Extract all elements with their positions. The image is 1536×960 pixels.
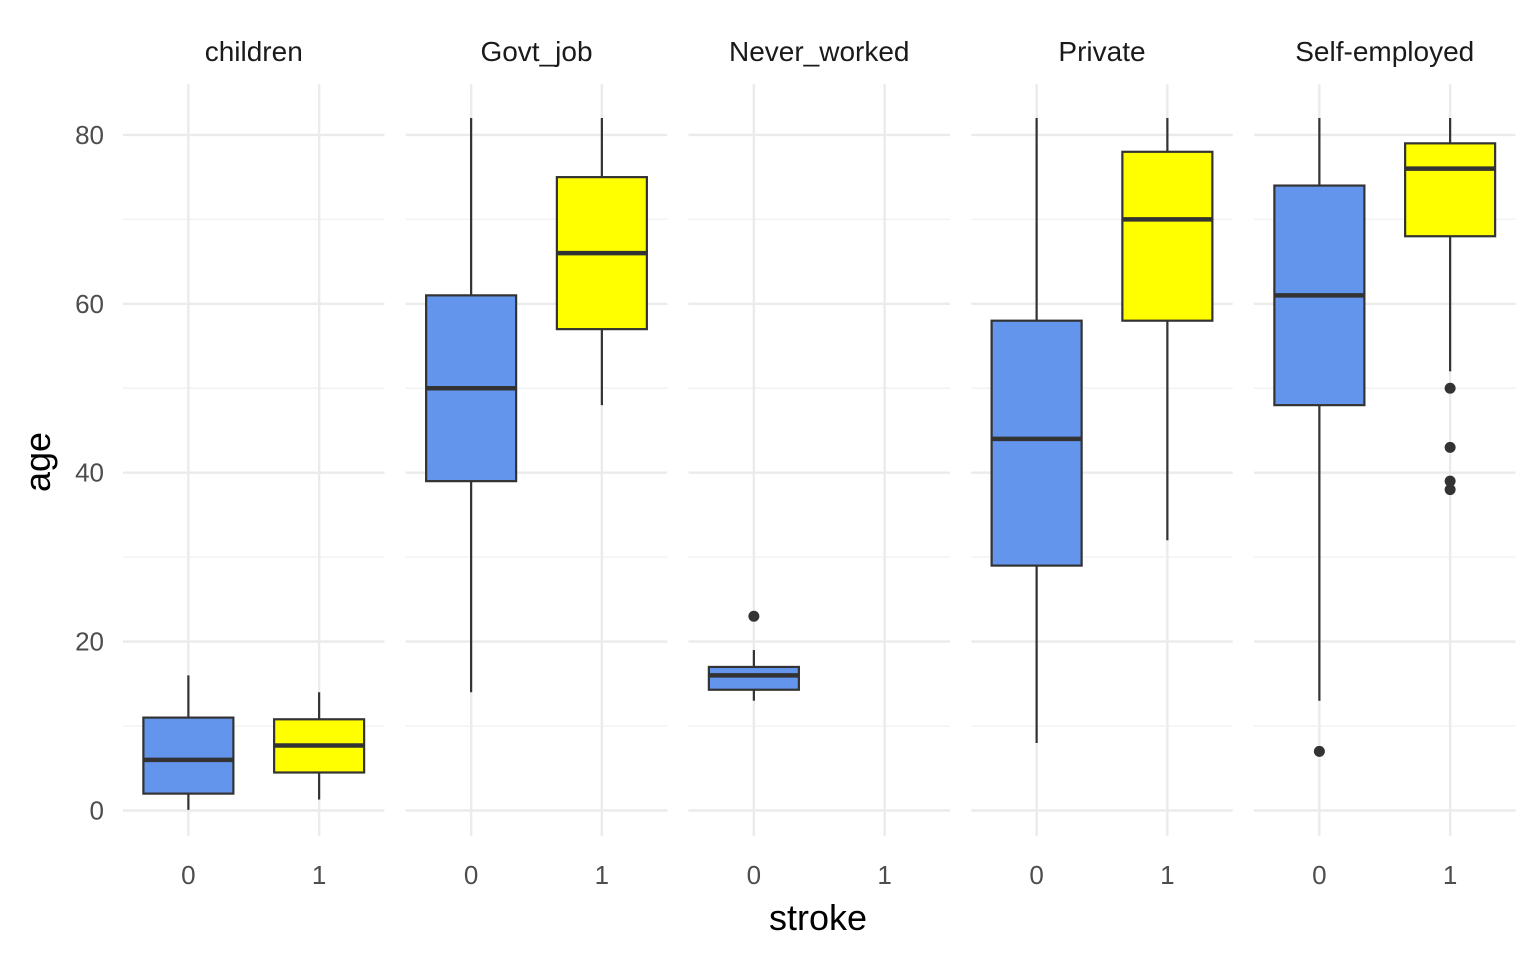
box-Private-stroke-1	[1121, 118, 1214, 541]
x-tick-label: 1	[312, 860, 326, 890]
x-tick-label: 0	[1312, 860, 1326, 890]
facet-title: Govt_job	[480, 36, 592, 67]
grid-layer	[123, 84, 1516, 836]
x-tick-label: 1	[1160, 860, 1174, 890]
x-tick-label: 1	[877, 860, 891, 890]
y-tick-label: 0	[90, 796, 104, 826]
outlier-point	[748, 610, 760, 622]
x-tick-label: 1	[1443, 860, 1457, 890]
box-Private-stroke-0	[990, 118, 1083, 743]
box-layer	[142, 118, 1497, 810]
outlier-point	[1444, 484, 1456, 496]
box-body	[990, 319, 1083, 567]
box-body	[142, 716, 235, 795]
facet-title: Never_worked	[729, 36, 910, 67]
x-tick-label: 0	[464, 860, 478, 890]
facet-title: Self-employed	[1295, 36, 1474, 67]
y-tick-label: 60	[75, 289, 104, 319]
x-axis-title: stroke	[769, 897, 867, 938]
x-tick-label: 0	[1029, 860, 1043, 890]
y-tick-label: 80	[75, 120, 104, 150]
x-tick-label: 1	[595, 860, 609, 890]
box-body	[1121, 150, 1214, 322]
label-layer: 0 20 40 60 80 0 1 children 0 1 Govt_job 0 1 Never_wor…	[75, 36, 1474, 890]
y-tick-label: 20	[75, 627, 104, 657]
box-Govt_job-stroke-0	[425, 118, 518, 693]
box-Never_worked-stroke-0	[707, 610, 800, 701]
outlier-point	[1444, 475, 1456, 487]
box-children-stroke-0	[142, 675, 235, 810]
x-tick-label: 0	[747, 860, 761, 890]
box-Self-employed-stroke-0	[1273, 118, 1366, 757]
box-Self-employed-stroke-1	[1404, 118, 1497, 496]
box-body	[707, 665, 800, 691]
box-children-stroke-1	[273, 692, 366, 800]
facet-title: children	[205, 36, 303, 67]
y-axis-title: age	[17, 432, 58, 492]
y-tick-label: 40	[75, 458, 104, 488]
box-Govt_job-stroke-1	[555, 118, 648, 406]
x-tick-label: 0	[181, 860, 195, 890]
outlier-point	[1444, 441, 1456, 453]
box-body	[1404, 142, 1497, 238]
facet-title: Private	[1058, 36, 1145, 67]
outlier-point	[1313, 745, 1325, 757]
outlier-point	[1444, 382, 1456, 394]
